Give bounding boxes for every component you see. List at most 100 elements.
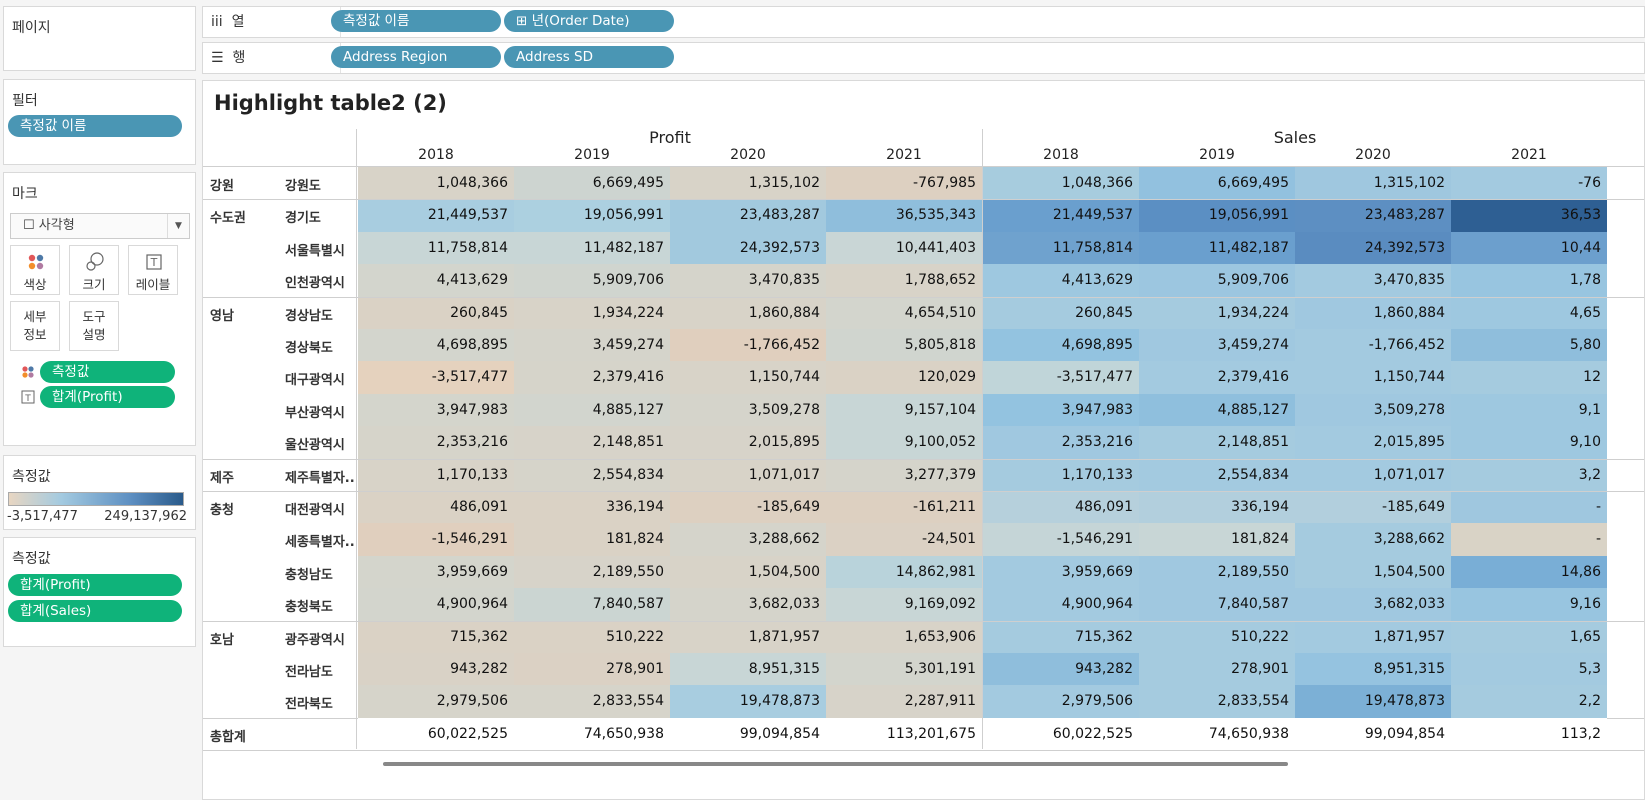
sales-cell[interactable]: 943,282 — [983, 653, 1139, 686]
sales-cell[interactable]: 4,413,629 — [983, 264, 1139, 298]
sales-cell[interactable]: 2,379,416 — [1139, 361, 1295, 395]
sales-cell[interactable]: 1,504,500 — [1295, 555, 1451, 589]
profit-cell[interactable]: 1,315,102 — [670, 167, 826, 200]
profit-cell[interactable]: 1,048,366 — [358, 167, 514, 200]
profit-cell[interactable]: 1,788,652 — [826, 264, 982, 298]
profit-cell[interactable]: 2,379,416 — [514, 361, 670, 395]
profit-cell[interactable]: 3,959,669 — [358, 555, 514, 589]
profit-cell[interactable]: 3,947,983 — [358, 393, 514, 427]
label-button[interactable]: T 레이블 — [128, 245, 178, 295]
profit-cell[interactable]: 4,698,895 — [358, 329, 514, 362]
sales-cell[interactable]: 19,478,873 — [1295, 685, 1451, 719]
sales-cell[interactable]: 181,824 — [1139, 523, 1295, 557]
sales-cell[interactable]: 2,979,506 — [983, 685, 1139, 719]
profit-cell[interactable]: 1,150,744 — [670, 361, 826, 395]
profit-cell[interactable]: 9,169,092 — [826, 588, 982, 622]
sales-cell[interactable]: 3,2 — [1451, 458, 1607, 492]
profit-cell[interactable]: 21,449,537 — [358, 199, 514, 233]
profit-cell[interactable]: 9,100,052 — [826, 426, 982, 460]
profit-cell[interactable]: 486,091 — [358, 491, 514, 524]
profit-cell[interactable]: 3,509,278 — [670, 393, 826, 427]
profit-cell[interactable]: 278,901 — [514, 653, 670, 686]
columns-shelf[interactable]: iii 열 측정값 이름 ⊞ 년(Order Date) — [202, 6, 1645, 38]
sales-cell[interactable]: 1,78 — [1451, 264, 1607, 298]
row-pill-address-sd[interactable]: Address SD — [504, 46, 674, 68]
total-profit-cell[interactable]: 113,201,675 — [826, 717, 982, 751]
column-pill-order-date[interactable]: ⊞ 년(Order Date) — [504, 10, 674, 32]
profit-cell[interactable]: 8,951,315 — [670, 653, 826, 686]
profit-cell[interactable]: -1,766,452 — [670, 329, 826, 362]
sales-cell[interactable]: 4,65 — [1451, 296, 1607, 330]
profit-cell[interactable]: 6,669,495 — [514, 167, 670, 200]
profit-cell[interactable]: 5,909,706 — [514, 264, 670, 298]
sales-cell[interactable]: 11,758,814 — [983, 231, 1139, 265]
profit-cell[interactable]: 2,287,911 — [826, 685, 982, 719]
profit-cell[interactable]: -24,501 — [826, 523, 982, 557]
profit-cell[interactable]: 1,860,884 — [670, 296, 826, 330]
rows-shelf[interactable]: ☰ 행 Address Region Address SD — [202, 42, 1645, 74]
sales-cell[interactable]: 1,871,957 — [1295, 620, 1451, 654]
profit-cell[interactable]: 3,277,379 — [826, 458, 982, 492]
sales-cell[interactable]: 1,860,884 — [1295, 296, 1451, 330]
color-button[interactable]: 색상 — [10, 245, 60, 295]
row-pill-address-region[interactable]: Address Region — [331, 46, 501, 68]
profit-cell[interactable]: 2,015,895 — [670, 426, 826, 460]
profit-cell[interactable]: 11,482,187 — [514, 231, 670, 265]
sales-cell[interactable]: 2,189,550 — [1139, 555, 1295, 589]
profit-cell[interactable]: 336,194 — [514, 491, 670, 524]
profit-cell[interactable]: 1,071,017 — [670, 458, 826, 492]
profit-cell[interactable]: 7,840,587 — [514, 588, 670, 622]
profit-cell[interactable]: 19,056,991 — [514, 199, 670, 233]
profit-cell[interactable]: 3,459,274 — [514, 329, 670, 362]
sales-cell[interactable]: 3,947,983 — [983, 393, 1139, 427]
sales-cell[interactable]: 24,392,573 — [1295, 231, 1451, 265]
color-measure-pill[interactable]: 측정값 — [40, 361, 175, 383]
sales-cell[interactable]: 9,16 — [1451, 588, 1607, 622]
sales-cell[interactable]: 23,483,287 — [1295, 199, 1451, 233]
sales-cell[interactable]: 2,2 — [1451, 685, 1607, 719]
chevron-down-icon[interactable]: ▼ — [167, 214, 189, 238]
sales-cell[interactable]: 715,362 — [983, 620, 1139, 654]
profit-cell[interactable]: 1,934,224 — [514, 296, 670, 330]
sales-cell[interactable]: 21,449,537 — [983, 199, 1139, 233]
sales-cell[interactable]: 4,885,127 — [1139, 393, 1295, 427]
profit-cell[interactable]: 11,758,814 — [358, 231, 514, 265]
profit-cell[interactable]: 4,654,510 — [826, 296, 982, 330]
profit-cell[interactable]: 181,824 — [514, 523, 670, 557]
sales-cell[interactable]: 19,056,991 — [1139, 199, 1295, 233]
sales-cell[interactable]: 3,682,033 — [1295, 588, 1451, 622]
total-sales-cell[interactable]: 99,094,854 — [1295, 717, 1451, 751]
profit-cell[interactable]: 14,862,981 — [826, 555, 982, 589]
total-profit-cell[interactable]: 60,022,525 — [358, 717, 514, 751]
sales-cell[interactable]: 510,222 — [1139, 620, 1295, 654]
profit-cell[interactable]: 36,535,343 — [826, 199, 982, 233]
sales-cell[interactable]: 6,669,495 — [1139, 167, 1295, 200]
sales-cell[interactable]: 2,015,895 — [1295, 426, 1451, 460]
profit-cell[interactable]: 2,979,506 — [358, 685, 514, 719]
sales-cell[interactable]: 5,80 — [1451, 329, 1607, 362]
sales-cell[interactable]: 1,170,133 — [983, 458, 1139, 492]
sales-cell[interactable]: 3,470,835 — [1295, 264, 1451, 298]
sales-cell[interactable]: 2,833,554 — [1139, 685, 1295, 719]
profit-cell[interactable]: -161,211 — [826, 491, 982, 524]
sales-cell[interactable]: 260,845 — [983, 296, 1139, 330]
total-profit-cell[interactable]: 99,094,854 — [670, 717, 826, 751]
sales-cell[interactable]: 8,951,315 — [1295, 653, 1451, 686]
sales-cell[interactable]: -1,766,452 — [1295, 329, 1451, 362]
measure-pill-profit[interactable]: 합계(Profit) — [8, 574, 182, 596]
sales-cell[interactable]: 1,150,744 — [1295, 361, 1451, 395]
sales-cell[interactable]: 3,509,278 — [1295, 393, 1451, 427]
profit-cell[interactable]: 943,282 — [358, 653, 514, 686]
profit-cell[interactable]: 4,885,127 — [514, 393, 670, 427]
profit-cell[interactable]: 3,682,033 — [670, 588, 826, 622]
sales-cell[interactable]: 14,86 — [1451, 555, 1607, 589]
sales-cell[interactable]: 5,909,706 — [1139, 264, 1295, 298]
sales-cell[interactable]: 9,1 — [1451, 393, 1607, 427]
profit-cell[interactable]: 3,288,662 — [670, 523, 826, 557]
sales-cell[interactable]: -3,517,477 — [983, 361, 1139, 395]
profit-cell[interactable]: 19,478,873 — [670, 685, 826, 719]
sales-cell[interactable]: 11,482,187 — [1139, 231, 1295, 265]
profit-cell[interactable]: 4,413,629 — [358, 264, 514, 298]
color-ramp[interactable] — [8, 492, 184, 506]
sales-cell[interactable]: 1,315,102 — [1295, 167, 1451, 200]
